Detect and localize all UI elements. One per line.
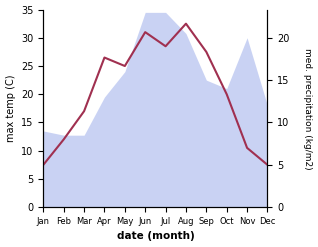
- Y-axis label: max temp (C): max temp (C): [5, 75, 16, 142]
- Y-axis label: med. precipitation (kg/m2): med. precipitation (kg/m2): [303, 48, 313, 169]
- X-axis label: date (month): date (month): [116, 231, 194, 242]
